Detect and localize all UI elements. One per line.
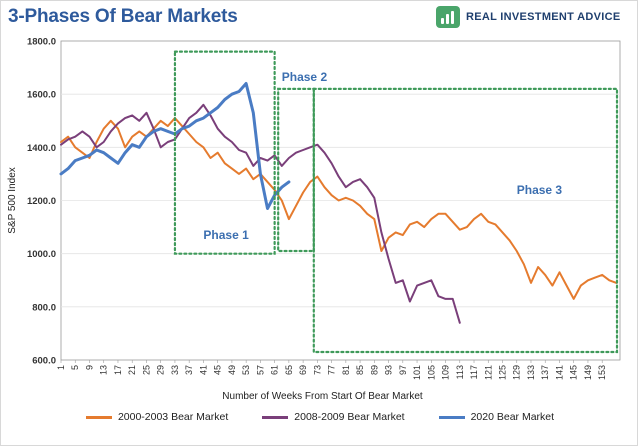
- x-tick-label: 113: [455, 365, 465, 379]
- x-tick-label: 93: [384, 365, 394, 375]
- x-tick-label: 109: [441, 365, 451, 380]
- x-tick-label: 13: [99, 365, 109, 375]
- y-tick-label: 1600.0: [27, 90, 56, 101]
- x-tick-label: 21: [127, 365, 137, 375]
- x-tick-label: 25: [141, 365, 151, 375]
- phase-box-1: [173, 50, 276, 255]
- x-tick-label: 1: [56, 365, 66, 370]
- x-tick-label: 69: [298, 365, 308, 375]
- x-tick-label: 85: [355, 365, 365, 375]
- phase-label-1: Phase 1: [203, 228, 249, 242]
- x-tick-label: 105: [426, 365, 436, 380]
- chart-title: 3-Phases Of Bear Markets: [8, 6, 238, 27]
- legend-swatch-2008: [262, 415, 289, 419]
- x-tick-label: 9: [84, 365, 94, 370]
- x-tick-label: 73: [312, 365, 322, 375]
- y-axis-title: S&P 500 Index: [7, 167, 18, 234]
- x-tick-label: 77: [327, 365, 337, 375]
- legend-label-2000: 2000-2003 Bear Market: [117, 411, 229, 423]
- x-tick-label: 33: [170, 365, 180, 375]
- x-tick-label: 41: [198, 365, 208, 375]
- x-tick-label: 65: [284, 365, 294, 375]
- phase-label-2: Phase 2: [282, 70, 328, 84]
- x-tick-label: 145: [569, 365, 579, 380]
- x-tick-label: 121: [483, 365, 493, 380]
- logo-bars-icon: [436, 6, 460, 28]
- x-tick-label: 61: [270, 365, 280, 375]
- x-tick-label: 17: [113, 365, 123, 375]
- x-tick-label: 45: [213, 365, 223, 375]
- x-axis-title: Number of Weeks From Start Of Bear Marke…: [222, 391, 423, 402]
- x-tick-label: 153: [597, 365, 607, 380]
- y-tick-label: 1200.0: [27, 196, 56, 207]
- legend: 2000-2003 Bear Market 2008-2009 Bear Mar…: [0, 411, 640, 423]
- legend-label-2020: 2020 Bear Market: [470, 411, 555, 423]
- legend-item-2020: 2020 Bear Market: [438, 411, 555, 423]
- x-tick-label: 133: [526, 365, 536, 380]
- x-tick-label: 5: [70, 365, 80, 370]
- x-tick-label: 81: [341, 365, 351, 375]
- x-tick-label: 141: [554, 365, 564, 380]
- x-tick-label: 101: [412, 365, 422, 380]
- phase-box-2: [277, 87, 315, 253]
- x-tick-label: 49: [227, 365, 237, 375]
- y-tick-label: 600.0: [32, 356, 56, 367]
- x-tick-label: 137: [540, 365, 550, 380]
- x-tick-label: 29: [156, 365, 166, 375]
- brand-logo: REAL INVESTMENT ADVICE: [436, 6, 621, 28]
- phase-label-3: Phase 3: [517, 183, 563, 197]
- legend-swatch-2000: [85, 415, 112, 419]
- x-tick-label: 57: [255, 365, 265, 375]
- x-tick-label: 53: [241, 365, 251, 375]
- x-tick-label: 89: [369, 365, 379, 375]
- brand-name: REAL INVESTMENT ADVICE: [466, 11, 621, 23]
- x-tick-label: 125: [498, 365, 508, 380]
- x-tick-label: 97: [398, 365, 408, 375]
- y-tick-label: 800.0: [32, 302, 56, 313]
- x-tick-label: 149: [583, 365, 593, 380]
- series-line-2000: [60, 117, 618, 300]
- x-tick-label: 129: [512, 365, 522, 380]
- y-tick-label: 1000.0: [27, 249, 56, 260]
- legend-item-2008: 2008-2009 Bear Market: [262, 411, 405, 423]
- legend-label-2008: 2008-2009 Bear Market: [294, 411, 405, 423]
- phase-box-3: [312, 87, 619, 354]
- x-tick-label: 37: [184, 365, 194, 375]
- legend-item-2000: 2000-2003 Bear Market: [85, 411, 229, 423]
- series-line-2008: [60, 103, 461, 324]
- y-tick-label: 1400.0: [27, 143, 56, 154]
- legend-swatch-2020: [438, 415, 465, 419]
- x-tick-label: 117: [469, 365, 479, 379]
- y-tick-label: 1800.0: [27, 37, 56, 48]
